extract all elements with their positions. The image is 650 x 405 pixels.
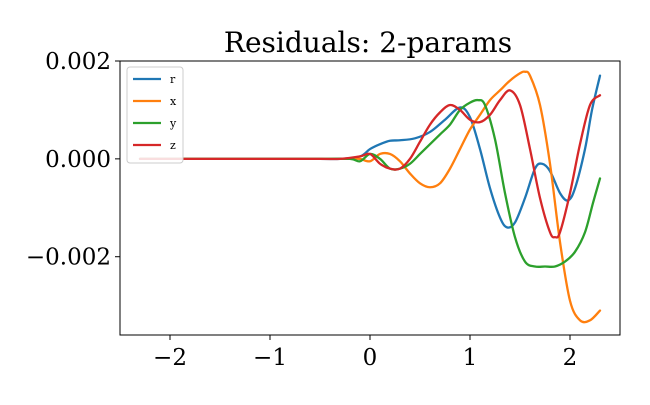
x-axis: −2 −1 0 1 2 xyxy=(153,335,577,371)
y-tick-label: −0.002 xyxy=(26,245,111,271)
legend-label-x: x xyxy=(170,95,177,108)
series-line-z xyxy=(138,89,602,239)
y-tick-label: 0.000 xyxy=(45,147,111,173)
series-layer xyxy=(138,70,602,324)
chart-title: Residuals: 2-params xyxy=(224,26,512,59)
legend-label-y: y xyxy=(169,117,177,130)
axes-frame xyxy=(119,60,621,336)
x-tick-label: −1 xyxy=(253,345,287,371)
x-tick-label: 0 xyxy=(363,345,378,371)
x-tick-label: 2 xyxy=(563,345,578,371)
y-tick-label: 0.002 xyxy=(45,49,111,75)
series-line-x xyxy=(138,70,602,324)
x-tick-label: −2 xyxy=(153,345,187,371)
legend-label-r: r xyxy=(170,73,176,86)
legend-box xyxy=(126,66,184,164)
x-tick-label: 1 xyxy=(463,345,478,371)
legend-label-z: z xyxy=(170,139,176,152)
y-axis: −0.002 0.000 0.002 xyxy=(26,49,120,271)
series-line-y xyxy=(138,98,602,269)
